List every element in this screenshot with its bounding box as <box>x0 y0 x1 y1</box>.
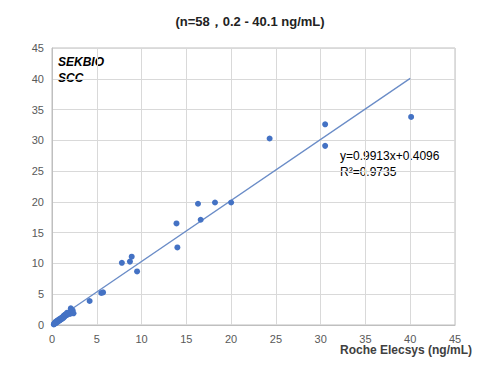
svg-text:0: 0 <box>49 333 55 345</box>
svg-text:20: 20 <box>225 333 237 345</box>
svg-text:30: 30 <box>315 333 327 345</box>
svg-text:5: 5 <box>94 333 100 345</box>
svg-text:45: 45 <box>32 42 44 54</box>
svg-text:5: 5 <box>38 288 44 300</box>
svg-text:35: 35 <box>359 333 371 345</box>
svg-text:SCC: SCC <box>58 71 84 85</box>
svg-text:45: 45 <box>449 333 461 345</box>
svg-text:Roche Elecsys (ng/mL): Roche Elecsys (ng/mL) <box>340 343 472 357</box>
svg-text:R²=0.9735: R²=0.9735 <box>340 165 397 179</box>
svg-text:20: 20 <box>32 196 44 208</box>
svg-text:15: 15 <box>32 227 44 239</box>
svg-text:40: 40 <box>404 333 416 345</box>
svg-text:SEKBIO: SEKBIO <box>58 55 104 69</box>
svg-text:10: 10 <box>32 257 44 269</box>
svg-text:15: 15 <box>180 333 192 345</box>
svg-text:y=0.9913x+0.4096: y=0.9913x+0.4096 <box>340 149 440 163</box>
svg-text:40: 40 <box>32 73 44 85</box>
svg-text:25: 25 <box>32 165 44 177</box>
svg-text:(n=58，0.2 - 40.1 ng/mL): (n=58，0.2 - 40.1 ng/mL) <box>175 14 324 29</box>
svg-text:30: 30 <box>32 134 44 146</box>
svg-text:10: 10 <box>135 333 147 345</box>
svg-text:35: 35 <box>32 104 44 116</box>
svg-text:25: 25 <box>270 333 282 345</box>
svg-text:0: 0 <box>38 319 44 331</box>
